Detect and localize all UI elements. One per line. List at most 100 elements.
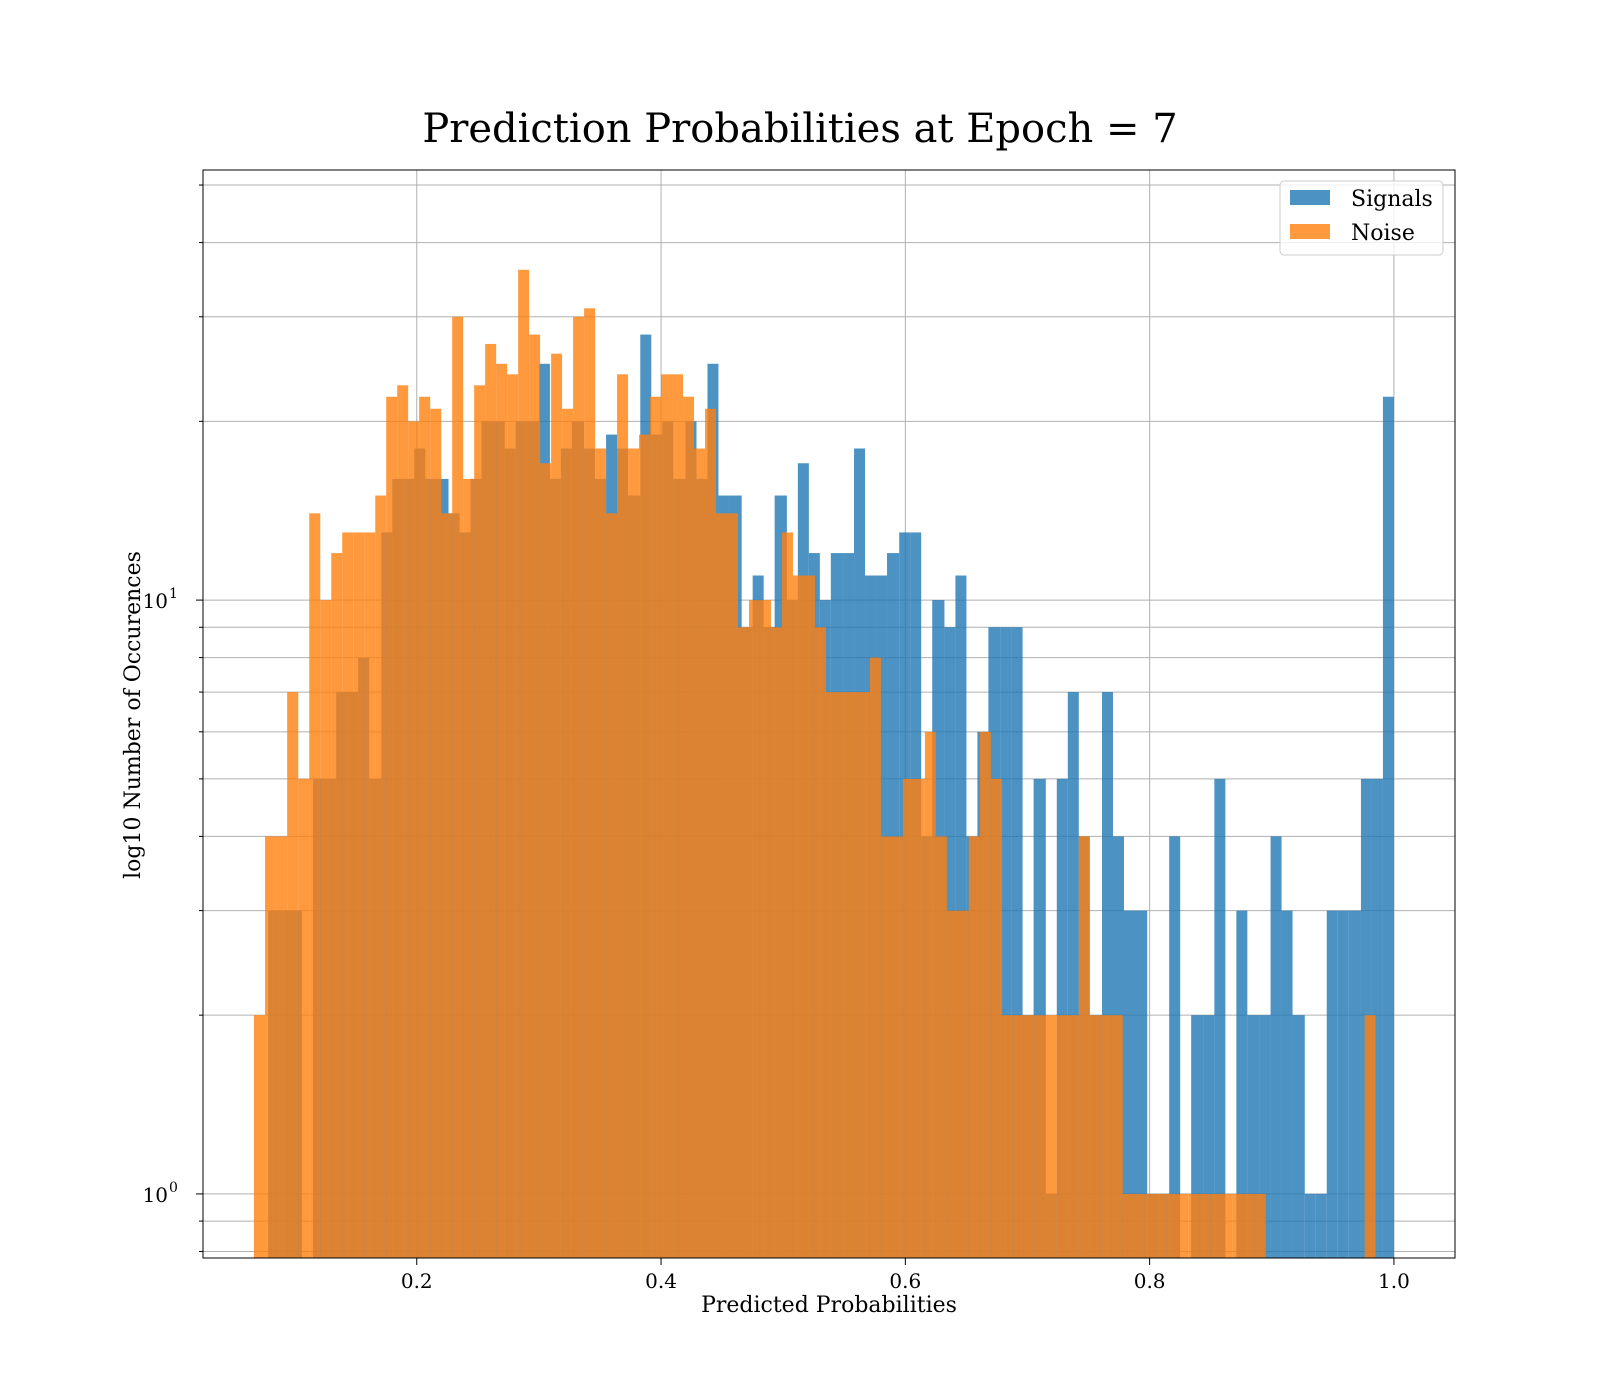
y-axis-label: log10 Number of Occurences xyxy=(121,551,146,879)
bar-signals xyxy=(1203,1015,1215,1258)
x-tick-label: 0.4 xyxy=(645,1269,677,1293)
bar-noise xyxy=(803,575,815,1258)
bar-noise xyxy=(792,575,804,1258)
bar-noise xyxy=(924,731,936,1258)
bar-noise xyxy=(584,308,596,1258)
bar-noise xyxy=(485,343,497,1258)
bar-noise xyxy=(1111,1015,1123,1258)
bar-noise xyxy=(1012,1015,1024,1258)
bar-noise xyxy=(1177,1193,1189,1258)
x-tick-label: 0.8 xyxy=(1134,1269,1166,1293)
bar-signals xyxy=(1169,836,1181,1258)
bar-noise xyxy=(1232,1193,1244,1258)
bar-noise xyxy=(320,600,332,1258)
bar-noise xyxy=(1122,1193,1134,1258)
bar-noise xyxy=(661,374,673,1259)
x-axis-ticks: 0.2 0.4 0.6 0.8 1.0 xyxy=(401,1258,1410,1293)
bar-noise xyxy=(1034,1015,1046,1258)
bar-noise xyxy=(836,692,848,1258)
bar-noise xyxy=(298,778,310,1258)
bar-noise xyxy=(1188,1193,1200,1258)
bar-noise xyxy=(375,495,387,1258)
bar-noise xyxy=(1364,1015,1376,1258)
bar-noise xyxy=(781,532,793,1258)
bar-noise xyxy=(573,316,585,1258)
bar-noise xyxy=(276,836,288,1258)
bar-noise xyxy=(1023,1015,1035,1258)
bar-noise xyxy=(902,778,914,1258)
bar-noise xyxy=(342,532,354,1258)
bar-noise xyxy=(408,421,420,1259)
bar-noise xyxy=(419,396,431,1258)
bar-noise xyxy=(814,627,826,1258)
bar-noise xyxy=(1045,1015,1057,1258)
bar-noise xyxy=(540,463,552,1258)
bar-noise xyxy=(309,513,321,1258)
bar-signals xyxy=(1011,627,1023,1258)
bar-noise xyxy=(430,408,442,1258)
bar-noise xyxy=(496,363,508,1259)
bar-noise xyxy=(474,385,486,1258)
bar-signals xyxy=(1382,396,1394,1258)
bar-noise xyxy=(694,448,706,1258)
bar-noise xyxy=(650,396,662,1258)
series-noise xyxy=(253,269,1376,1259)
bar-noise xyxy=(1166,1193,1178,1258)
bar-noise xyxy=(331,553,343,1258)
bar-noise xyxy=(935,836,947,1258)
bar-noise xyxy=(518,269,530,1258)
x-tick-label: 0.6 xyxy=(889,1269,921,1293)
bar-noise xyxy=(1155,1193,1167,1258)
bar-noise xyxy=(858,692,870,1258)
bar-signals xyxy=(1304,1193,1316,1258)
bar-noise xyxy=(606,513,618,1258)
bar-noise xyxy=(759,600,771,1258)
y-tick-label: 10 xyxy=(143,1183,168,1207)
bar-signals xyxy=(1315,1193,1327,1258)
bar-signals xyxy=(1348,910,1361,1258)
bar-signals xyxy=(1101,692,1113,1258)
bar-noise xyxy=(727,513,739,1258)
bar-signals xyxy=(1067,692,1079,1258)
bar-noise xyxy=(562,408,574,1258)
bar-noise xyxy=(364,532,376,1258)
bar-noise xyxy=(979,731,991,1258)
bar-noise xyxy=(1199,1193,1211,1258)
bar-noise xyxy=(1221,1193,1233,1258)
bar-noise xyxy=(1243,1193,1255,1258)
bar-noise xyxy=(265,836,277,1258)
bar-noise xyxy=(529,334,541,1258)
bar-noise xyxy=(287,692,299,1258)
bar-noise xyxy=(1089,1015,1101,1258)
bar-noise xyxy=(507,374,519,1259)
bar-noise xyxy=(869,657,881,1258)
y-tick-exponent: 0 xyxy=(169,1180,178,1196)
bar-noise xyxy=(463,478,475,1259)
bar-noise xyxy=(847,692,859,1258)
bar-noise xyxy=(705,408,717,1258)
bar-noise xyxy=(386,396,398,1258)
legend-swatch-signals xyxy=(1290,190,1330,205)
bar-noise xyxy=(1067,1015,1079,1258)
bar-noise xyxy=(551,353,563,1259)
bar-noise xyxy=(738,627,749,1258)
x-tick-label: 0.2 xyxy=(401,1269,433,1293)
bar-noise xyxy=(253,1015,266,1258)
bar-signals xyxy=(1134,910,1148,1258)
bar-signals xyxy=(1236,910,1248,1258)
bar-noise xyxy=(891,836,903,1258)
bar-noise xyxy=(672,374,684,1259)
bar-noise xyxy=(452,316,464,1258)
bar-noise xyxy=(1210,1193,1222,1258)
bar-noise xyxy=(1144,1193,1156,1258)
bar-noise xyxy=(1056,1015,1068,1258)
bar-noise xyxy=(595,448,607,1258)
x-axis-label: Predicted Probabilities xyxy=(701,1293,957,1318)
bar-noise xyxy=(957,910,969,1258)
bar-noise xyxy=(1078,836,1090,1258)
legend-label-signals: Signals xyxy=(1351,187,1433,212)
bar-noise xyxy=(1100,1015,1112,1258)
bar-noise xyxy=(748,600,760,1258)
